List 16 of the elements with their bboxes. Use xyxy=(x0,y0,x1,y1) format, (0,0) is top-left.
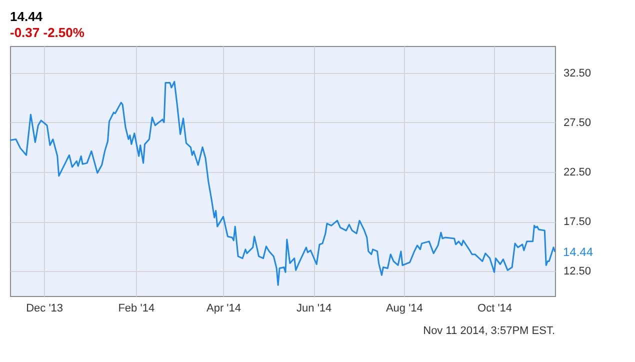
text: Nov 11 2014, 3:57PM EST. xyxy=(423,325,555,337)
chart-title: 14.44 xyxy=(10,9,44,24)
y-tick-label: 17.50 xyxy=(564,216,592,228)
x-tick-label: Feb '14 xyxy=(118,302,155,314)
y-tick-label: 32.50 xyxy=(564,67,592,80)
chart-subtitle: -0.37 -2.50% xyxy=(10,25,85,40)
line-series xyxy=(10,80,555,286)
annotation: 14.44 xyxy=(563,244,594,259)
x-tick-label: Aug '14 xyxy=(386,302,423,314)
y-tick-label: 12.50 xyxy=(564,266,592,278)
x-tick-label: Dec '13 xyxy=(26,302,64,314)
x-tick-label: Oct '14 xyxy=(478,302,512,314)
y-tick-label: 22.50 xyxy=(564,166,592,178)
y-tick-label: 27.50 xyxy=(564,116,592,129)
x-tick-label: Apr '14 xyxy=(206,302,242,314)
x-tick-label: Jun '14 xyxy=(296,302,332,314)
